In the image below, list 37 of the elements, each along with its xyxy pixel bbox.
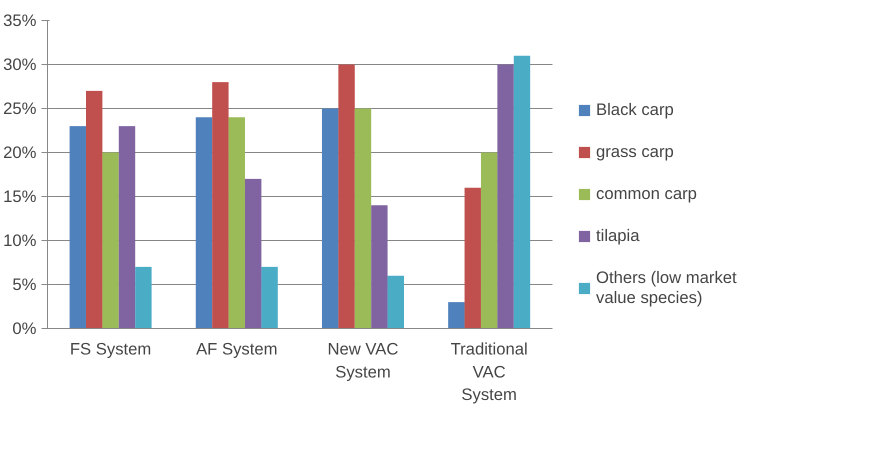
bar xyxy=(261,266,278,328)
y-tick-label: 15% xyxy=(3,187,37,206)
legend-label: common carp xyxy=(596,184,697,204)
y-tick-label: 10% xyxy=(3,231,37,250)
bar xyxy=(102,152,119,328)
y-tick-label: 20% xyxy=(3,143,37,162)
bar xyxy=(497,64,514,328)
bar xyxy=(388,276,404,328)
y-tick-label: 25% xyxy=(3,99,37,118)
bar xyxy=(70,126,86,328)
bar xyxy=(514,56,530,328)
bar xyxy=(448,302,465,328)
bar xyxy=(118,126,136,328)
bar xyxy=(244,178,262,328)
bar xyxy=(480,152,498,328)
bar xyxy=(338,64,355,328)
y-tick-label: 35% xyxy=(3,11,37,30)
y-tick-label: 5% xyxy=(12,275,37,294)
x-tick-label: New VAC System xyxy=(327,340,398,382)
bar xyxy=(371,205,388,328)
bar xyxy=(322,108,338,328)
x-tick-label: Traditional VAC System xyxy=(450,340,528,404)
bar xyxy=(196,117,212,328)
legend-label: tilapia xyxy=(596,226,640,246)
y-tick-label: 0% xyxy=(12,319,37,338)
legend-label: grass carp xyxy=(596,142,674,162)
bar xyxy=(464,188,481,328)
x-tick-label: AF System xyxy=(196,340,278,358)
legend-label: Others (low market value species) xyxy=(596,268,737,308)
bar xyxy=(354,108,372,328)
bar xyxy=(212,82,229,328)
legend-label: Black carp xyxy=(596,100,674,120)
bar xyxy=(135,266,152,328)
bar xyxy=(86,90,102,328)
bar xyxy=(228,117,245,328)
x-tick-label: FS System xyxy=(70,340,152,358)
y-tick-label: 30% xyxy=(3,55,37,74)
